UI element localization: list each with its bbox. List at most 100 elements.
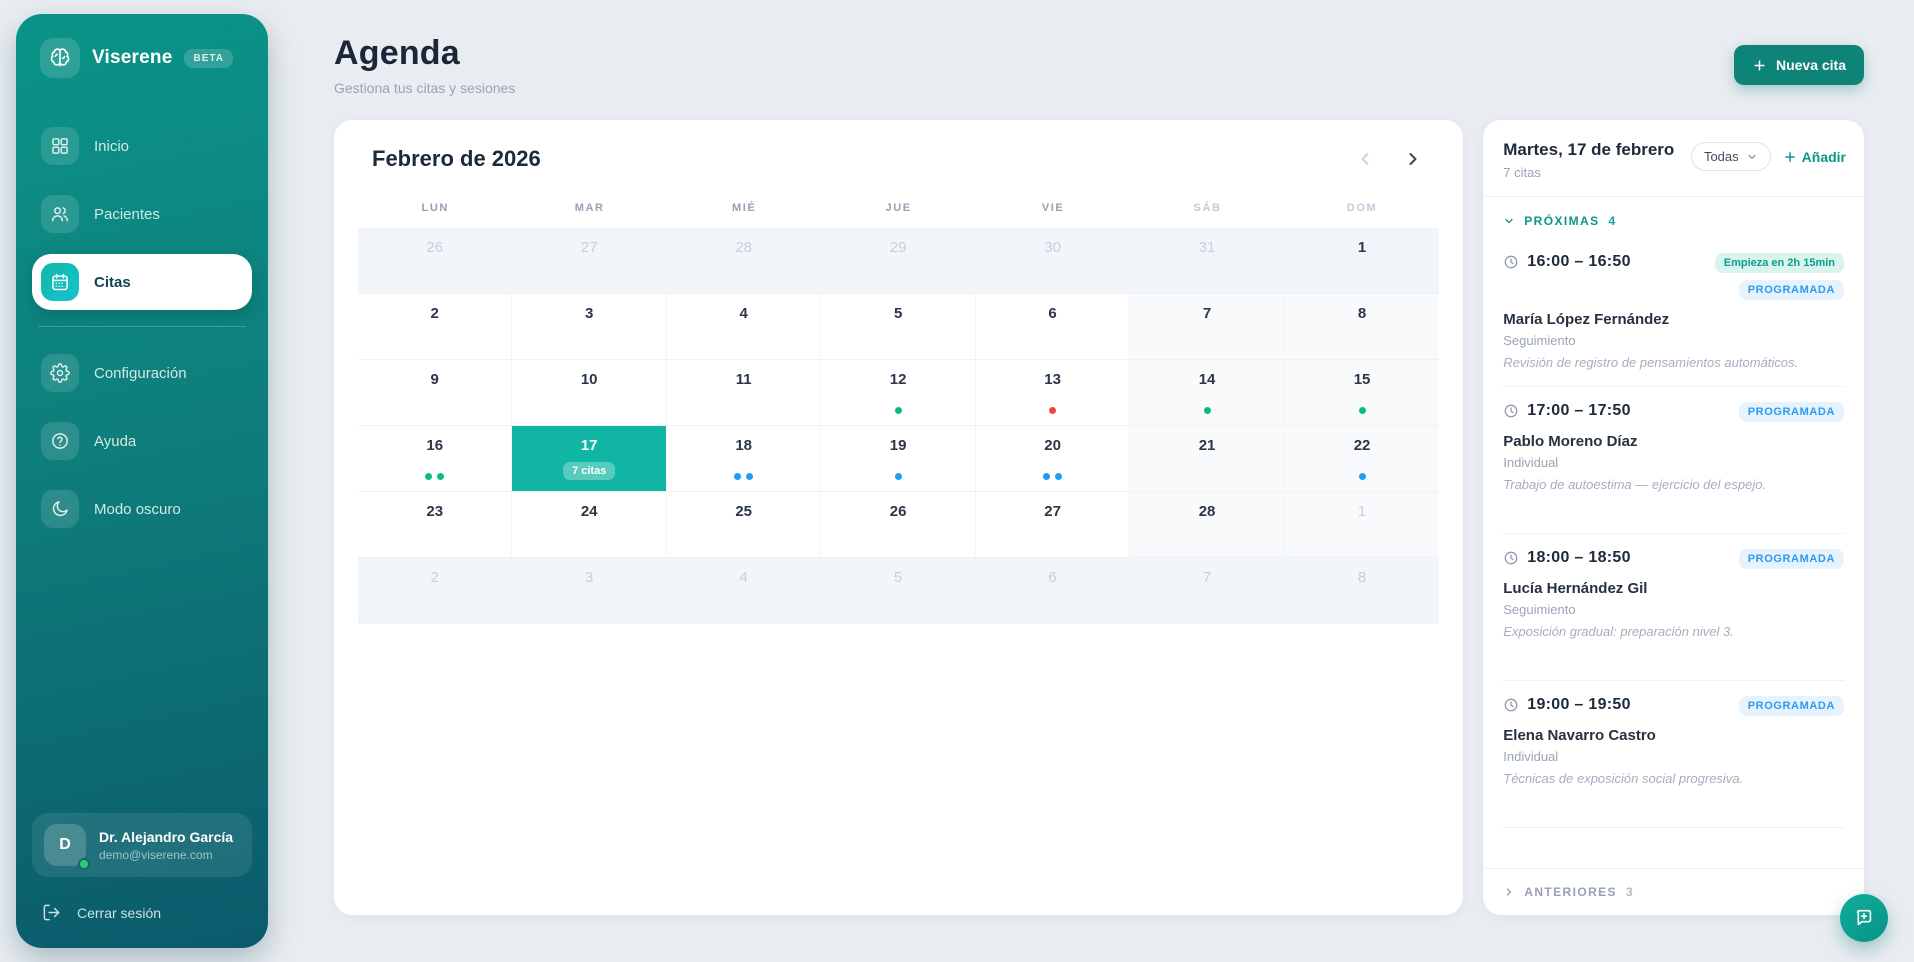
calendar-card: Febrero de 2026 LUN MAR MIÉ JUE VIE SÁB DOM 26…: [334, 120, 1464, 915]
patient-name: Elena Navarro Castro: [1503, 727, 1656, 744]
day-number: 4: [739, 305, 748, 322]
calendar-grid: 26 27 28 29 30 31 1 2 3 4 5 6 7 8 9 10 11 12 13 14 15 16 17 7 c…: [358, 228, 1440, 624]
calendar-day-selected[interactable]: 17 7 citas: [512, 426, 667, 492]
sidebar: Viserene BETA Inicio Pacientes Citas Confi…: [16, 14, 268, 948]
calendar-day[interactable]: 5: [821, 558, 976, 624]
calendar-day[interactable]: 18: [666, 426, 822, 492]
weekday-label: VIE: [1041, 202, 1065, 214]
add-appointment-button[interactable]: Añadir: [1783, 149, 1846, 165]
clock-icon: [1503, 697, 1519, 713]
calendar-day[interactable]: 4: [666, 558, 822, 624]
calendar-day[interactable]: 14: [1130, 360, 1285, 426]
appointment-dot-blue: [1358, 473, 1366, 480]
appointment-card[interactable]: 16:00 – 16:50 Empieza en 2h 15min PROGRAMA…: [1503, 238, 1844, 387]
status-badge: PROGRAMADA: [1738, 402, 1844, 422]
calendar-day[interactable]: 7: [1130, 294, 1285, 360]
appointment-card[interactable]: 17:00 – 17:50 PROGRAMADA Pablo Moreno Díaz…: [1503, 387, 1844, 534]
logout-button[interactable]: Cerrar sesión: [32, 899, 252, 926]
day-number: 19: [889, 437, 907, 454]
calendar-day[interactable]: 15: [1284, 360, 1440, 426]
calendar-day[interactable]: 9: [358, 360, 513, 426]
appointment-dots: [1285, 473, 1439, 480]
calendar-day[interactable]: 25: [666, 492, 822, 558]
previous-section-toggle[interactable]: ANTERIORES 3: [1483, 868, 1864, 915]
calendar-day[interactable]: 16: [358, 426, 513, 492]
day-number: 8: [1357, 305, 1367, 322]
appointment-card[interactable]: 18:00 – 18:50 PROGRAMADA Lucía Hernández G…: [1503, 534, 1844, 681]
calendar-day[interactable]: 8: [1284, 558, 1440, 624]
day-number: 22: [1353, 437, 1371, 454]
brain-icon: [40, 38, 80, 78]
moon-icon: [41, 490, 79, 528]
appointment-dot-red: [1049, 407, 1057, 414]
day-number: 4: [739, 569, 748, 586]
calendar-day[interactable]: 3: [512, 558, 667, 624]
day-number: 7: [1202, 305, 1212, 322]
previous-count: 3: [1625, 885, 1635, 899]
sidebar-item-inicio[interactable]: Inicio: [32, 118, 252, 174]
new-chat-fab[interactable]: [1840, 894, 1888, 942]
day-number: 29: [889, 239, 907, 256]
appointment-dots: [667, 473, 820, 480]
calendar-day[interactable]: 20: [975, 426, 1131, 492]
day-number: 14: [1198, 371, 1216, 388]
calendar-day[interactable]: 19: [821, 426, 976, 492]
calendar-day[interactable]: 3: [512, 294, 667, 360]
weekday-label: LUN: [421, 202, 449, 214]
calendar-day[interactable]: 29: [821, 228, 976, 294]
day-number: 26: [889, 503, 907, 520]
calendar-day[interactable]: 26: [358, 228, 513, 294]
calendar-day[interactable]: 4: [666, 294, 822, 360]
day-number: 8: [1357, 569, 1367, 586]
calendar-day[interactable]: 7: [1130, 558, 1285, 624]
calendar-day[interactable]: 2: [358, 558, 513, 624]
calendar-day[interactable]: 28: [1130, 492, 1285, 558]
calendar-day[interactable]: 27: [975, 492, 1131, 558]
calendar-day[interactable]: 8: [1284, 294, 1440, 360]
appointment-dot-blue: [1043, 473, 1051, 480]
calendar-day[interactable]: 30: [975, 228, 1131, 294]
calendar-day[interactable]: 21: [1130, 426, 1285, 492]
day-panel-subtitle: 7 citas: [1503, 165, 1541, 180]
upcoming-section-toggle[interactable]: PRÓXIMAS 4: [1483, 197, 1864, 238]
sidebar-item-configuraci-n[interactable]: Configuración: [32, 345, 252, 401]
calendar-day[interactable]: 6: [975, 558, 1131, 624]
calendar-day[interactable]: 26: [821, 492, 976, 558]
day-number: 3: [585, 569, 594, 586]
calendar-day[interactable]: 2: [358, 294, 513, 360]
sidebar-item-citas[interactable]: Citas: [32, 254, 252, 310]
sidebar-item-ayuda[interactable]: Ayuda: [32, 413, 252, 469]
calendar-day[interactable]: 11: [666, 360, 822, 426]
sidebar-item-modo-oscuro[interactable]: Modo oscuro: [32, 481, 252, 537]
gear-icon: [41, 354, 79, 392]
new-appointment-button[interactable]: Nueva cita: [1733, 45, 1864, 85]
next-month-button[interactable]: [1403, 149, 1423, 169]
calendar-day[interactable]: 23: [358, 492, 513, 558]
calendar-day[interactable]: 6: [975, 294, 1131, 360]
calendar-day[interactable]: 31: [1130, 228, 1285, 294]
appointment-time: 19:00 – 19:50: [1527, 696, 1631, 713]
clock-icon: [1503, 550, 1519, 566]
user-card[interactable]: D Dr. Alejandro García demo@viserene.com: [32, 813, 252, 877]
calendar-day[interactable]: 28: [666, 228, 822, 294]
appointment-card[interactable]: 19:00 – 19:50 PROGRAMADA Elena Navarro Cas…: [1503, 681, 1844, 828]
calendar-day[interactable]: 24: [512, 492, 667, 558]
appointment-dots: [821, 407, 974, 414]
session-type: Individual: [1503, 455, 1559, 470]
calendar-day[interactable]: 10: [512, 360, 667, 426]
calendar-day[interactable]: 13: [975, 360, 1131, 426]
calendar-day[interactable]: 1: [1284, 492, 1440, 558]
primary-nav: Inicio Pacientes Citas: [32, 118, 252, 322]
weekday-label: MIÉ: [731, 202, 757, 214]
filter-dropdown[interactable]: Todas: [1690, 142, 1771, 171]
weekday-label: JUE: [885, 202, 912, 214]
calendar-day[interactable]: 1: [1284, 228, 1440, 294]
day-number: 21: [1198, 437, 1216, 454]
calendar-day[interactable]: 5: [821, 294, 976, 360]
sidebar-item-pacientes[interactable]: Pacientes: [32, 186, 252, 242]
calendar-day[interactable]: 12: [821, 360, 976, 426]
calendar-day[interactable]: 27: [512, 228, 667, 294]
calendar-day[interactable]: 22: [1284, 426, 1440, 492]
prev-month-button[interactable]: [1355, 149, 1375, 169]
day-number: 2: [430, 305, 439, 322]
